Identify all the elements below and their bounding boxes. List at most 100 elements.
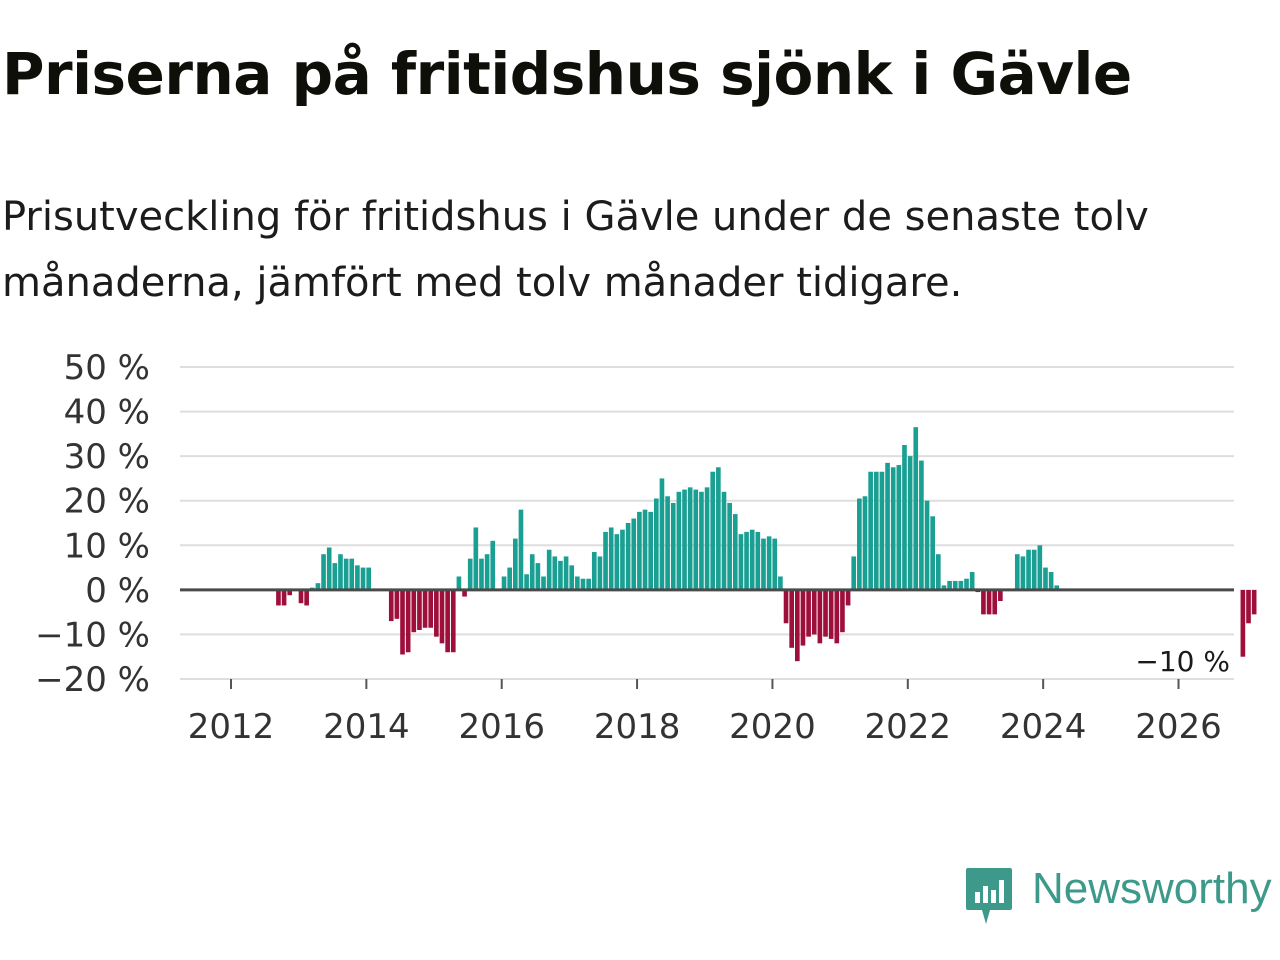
bar	[936, 554, 941, 590]
y-tick-label: −10 %	[35, 615, 150, 655]
bar	[964, 578, 969, 590]
bar	[360, 567, 366, 590]
bar	[676, 491, 682, 590]
bar	[828, 589, 834, 639]
bar	[930, 516, 935, 590]
bar	[783, 589, 789, 624]
bar	[467, 558, 473, 590]
bar	[400, 589, 405, 655]
bar	[417, 589, 422, 630]
bar-chart: 50 %40 %30 %20 %10 %0 %−10 %−20 % 2012 20…	[35, 348, 1257, 747]
bar	[998, 589, 1003, 601]
bar	[716, 467, 721, 590]
bar	[868, 471, 873, 590]
x-tick-label: 2022	[865, 707, 952, 747]
bar	[873, 471, 879, 590]
bar	[434, 589, 439, 637]
bar	[710, 471, 716, 590]
bar	[1246, 589, 1251, 624]
bar	[490, 540, 496, 590]
bar	[326, 547, 332, 590]
bar	[789, 589, 794, 648]
bar	[1014, 554, 1020, 590]
bar	[507, 567, 512, 590]
bar	[1026, 549, 1031, 590]
newsworthy-logo: Newsworthy	[964, 866, 1272, 926]
y-tick-label: −20 %	[35, 660, 150, 700]
bar	[321, 554, 326, 590]
bar	[851, 556, 857, 590]
bar	[834, 589, 840, 644]
bar	[1043, 567, 1048, 590]
bar	[513, 538, 518, 590]
bar	[597, 556, 603, 590]
x-tick-label: 2012	[188, 707, 275, 747]
bar	[281, 589, 287, 606]
bar	[947, 580, 952, 590]
bar	[484, 554, 490, 590]
x-tick-label: 2020	[729, 707, 816, 747]
brand-name: Newsworthy	[1032, 864, 1272, 913]
bar	[981, 589, 986, 615]
bar	[620, 529, 625, 590]
chart-bars	[276, 427, 1257, 662]
bar	[529, 554, 535, 590]
x-tick-label: 2014	[323, 707, 410, 747]
bar	[541, 576, 546, 590]
bar	[907, 456, 913, 590]
y-axis-labels: 50 % 40 %30 % 20 %10 % 0 %−10 % −20 %	[35, 348, 150, 700]
bar	[445, 589, 450, 653]
bar	[535, 563, 541, 590]
bar	[450, 589, 456, 653]
bar	[811, 589, 817, 635]
bar	[902, 445, 907, 590]
bar	[986, 589, 992, 615]
bar	[1020, 556, 1026, 590]
bar	[1054, 585, 1060, 590]
bar	[298, 589, 304, 604]
bar	[924, 500, 930, 590]
bar	[625, 523, 631, 590]
bar	[631, 518, 637, 590]
bar	[1037, 545, 1043, 590]
y-tick-label: 20 %	[64, 482, 150, 522]
bar	[766, 536, 772, 590]
bar	[462, 589, 467, 597]
bar	[885, 462, 890, 590]
bar	[1048, 572, 1054, 590]
bar	[338, 554, 343, 590]
bar	[586, 578, 591, 590]
bar	[919, 460, 924, 590]
bar	[687, 487, 693, 590]
page-subtitle: Prisutveckling för fritidshus i Gävle un…	[2, 194, 1149, 306]
bar	[721, 491, 727, 590]
bar	[1251, 589, 1257, 615]
bar	[473, 527, 479, 590]
bar	[603, 531, 608, 590]
bar	[552, 556, 558, 590]
bar	[969, 572, 975, 590]
bar	[952, 580, 958, 590]
bar	[845, 589, 851, 606]
bar	[546, 549, 552, 590]
bar	[422, 589, 428, 628]
bar	[795, 589, 800, 662]
bar	[614, 534, 620, 590]
bar	[744, 531, 749, 590]
bar	[732, 514, 738, 590]
bar	[501, 576, 507, 590]
bar	[287, 589, 293, 596]
bar	[665, 496, 670, 590]
y-tick-label: 50 %	[64, 348, 150, 388]
bar	[727, 502, 732, 590]
bar	[772, 538, 778, 590]
bar	[840, 589, 845, 633]
bar	[941, 585, 947, 590]
bar	[659, 478, 665, 590]
bar	[349, 558, 355, 590]
bar	[761, 538, 766, 590]
bar	[879, 471, 885, 590]
y-tick-label: 10 %	[64, 526, 150, 566]
bar	[394, 589, 400, 619]
bar	[693, 489, 699, 590]
